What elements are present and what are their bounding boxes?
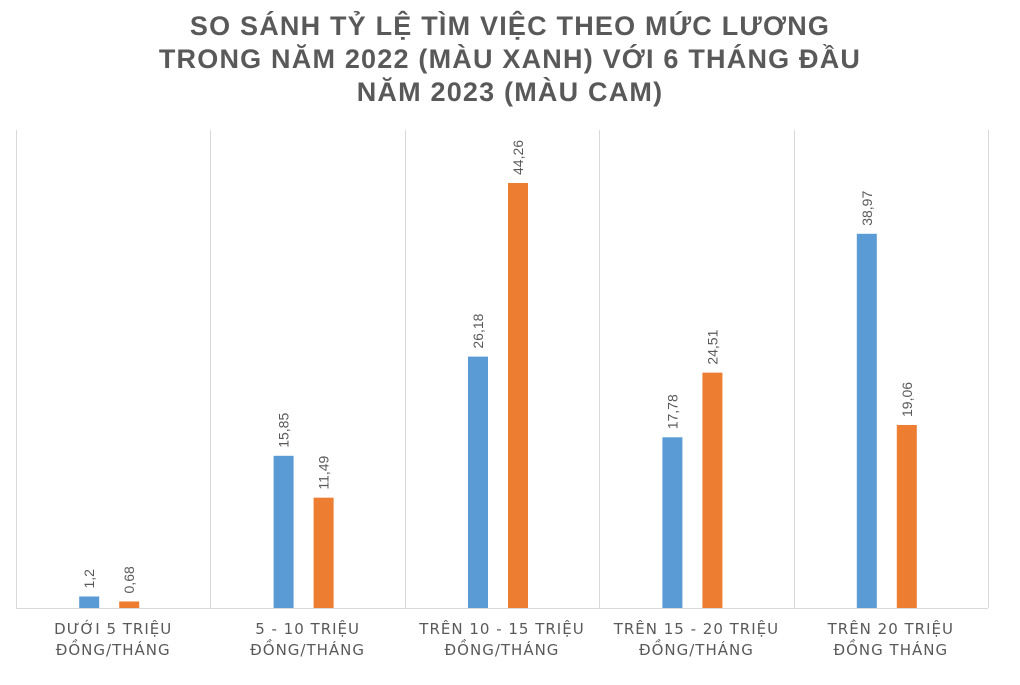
bar-series-2-4 [702, 372, 723, 608]
chart-title-line-1: SO SÁNH TỶ LỆ TÌM VIỆC THEO MỨC LƯƠNG [189, 11, 831, 41]
chart-title-line-3: NĂM 2023 (MÀU CAM) [356, 77, 664, 107]
x-tick-label-2-line-1: 5 - 10 TRIỆU [255, 619, 360, 638]
chart-title-line-2: TRONG NĂM 2022 (MÀU XANH) VỚI 6 THÁNG ĐẦ… [158, 44, 862, 74]
data-label-series-1-4: 17,78 [664, 394, 680, 429]
bar-series-2-5 [896, 424, 917, 608]
bar-series-2-3 [508, 183, 528, 608]
x-tick-label-3-line-1: TRÊN 10 - 15 TRIỆU [418, 619, 584, 638]
bar-series-1-1 [79, 596, 100, 608]
data-label-series-2-4: 24,51 [704, 329, 720, 364]
x-tick-label-5-line-1: TRÊN 20 TRIỆU [827, 619, 954, 638]
x-tick-label-1-line-1: DƯỚI 5 TRIỆU [54, 619, 172, 638]
data-label-series-1-2: 15,85 [276, 413, 292, 448]
x-tick-label-3-line-2: ĐỒNG/THÁNG [445, 638, 560, 659]
chart-title: SO SÁNH TỶ LỆ TÌM VIỆC THEO MỨC LƯƠNG TR… [0, 10, 1020, 109]
x-tick-label-4-line-2: ĐỒNG/THÁNG [639, 638, 754, 659]
bar-series-1-5 [856, 233, 877, 608]
data-label-series-2-5: 19,06 [899, 382, 915, 417]
bar-series-2-2 [313, 497, 334, 608]
data-label-series-2-2: 11,49 [316, 455, 332, 489]
data-label-series-2-3: 44,26 [510, 140, 526, 175]
bar-series-1-2 [273, 455, 294, 608]
bar-series-1-3 [468, 356, 488, 608]
data-label-series-2-1: 0,68 [121, 566, 137, 593]
x-tick-label-4-line-1: TRÊN 15 - 20 TRIỆU [613, 619, 779, 638]
x-tick-label-1-line-2: ĐỒNG/THÁNG [56, 638, 171, 659]
x-tick-label-5-line-2: ĐỒNG THÁNG [834, 638, 949, 659]
bar-series-2-1 [119, 601, 140, 608]
data-label-series-1-3: 26,18 [470, 313, 486, 348]
data-label-series-1-5: 38,97 [859, 191, 875, 226]
data-label-series-1-1: 1,2 [81, 569, 97, 589]
bar-series-1-4 [662, 437, 683, 608]
x-tick-label-2-line-2: ĐỒNG/THÁNG [250, 638, 365, 659]
